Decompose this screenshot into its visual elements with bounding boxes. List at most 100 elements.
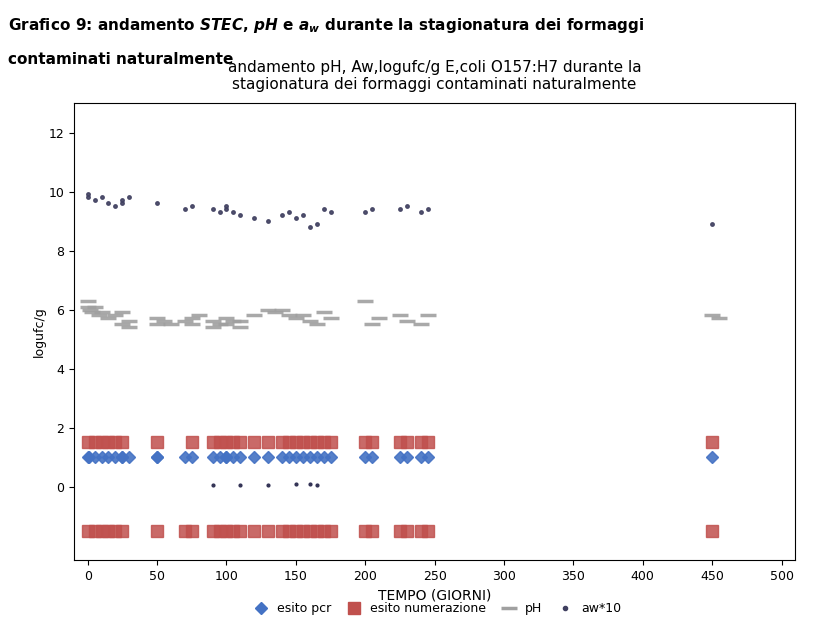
pH <box>152 321 162 328</box>
esito numerazione <box>706 439 716 446</box>
X-axis label: TEMPO (GIORNI): TEMPO (GIORNI) <box>378 589 491 603</box>
aw*10 <box>283 208 293 216</box>
aw*10 <box>235 211 245 219</box>
pH <box>97 308 106 316</box>
pH <box>85 306 95 314</box>
esito pcr <box>283 453 293 461</box>
esito pcr <box>311 453 321 461</box>
pH <box>93 312 103 319</box>
pH <box>179 317 189 325</box>
pH <box>319 308 328 316</box>
pH <box>235 323 245 331</box>
pH <box>111 312 120 319</box>
aw*10 <box>83 194 93 202</box>
pH <box>117 321 127 328</box>
aw*10 <box>117 196 127 204</box>
aw*10 <box>706 220 716 228</box>
esito numerazione <box>207 439 217 446</box>
esito numerazione <box>152 439 162 446</box>
esito pcr <box>319 453 328 461</box>
pH <box>83 297 93 305</box>
esito numerazione <box>97 439 106 446</box>
esito numerazione <box>277 439 287 446</box>
esito pcr <box>89 453 99 461</box>
pH <box>269 308 279 316</box>
pH <box>360 297 369 305</box>
aw*10 <box>229 208 238 216</box>
Line: pH: pH <box>79 292 726 336</box>
aw*10 <box>325 208 335 216</box>
aw*10 <box>221 202 231 210</box>
esito pcr <box>291 453 301 461</box>
esito pcr <box>117 453 127 461</box>
pH <box>124 323 134 331</box>
esito pcr <box>325 453 335 461</box>
esito numerazione <box>249 439 259 446</box>
Line: esito numerazione: esito numerazione <box>81 436 717 448</box>
esito pcr <box>297 453 307 461</box>
esito numerazione <box>325 439 335 446</box>
pH <box>395 312 405 319</box>
aw*10 <box>117 200 127 207</box>
esito pcr <box>277 453 287 461</box>
pH <box>423 312 432 319</box>
pH <box>249 312 259 319</box>
esito pcr <box>152 453 162 461</box>
pH <box>401 317 411 325</box>
aw*10 <box>415 208 425 216</box>
esito numerazione <box>111 439 120 446</box>
esito pcr <box>97 453 106 461</box>
pH <box>165 321 175 328</box>
esito pcr <box>215 453 224 461</box>
esito pcr <box>415 453 425 461</box>
aw*10 <box>111 202 120 210</box>
Line: esito pcr: esito pcr <box>84 453 716 461</box>
aw*10 <box>187 202 197 210</box>
aw*10 <box>215 208 224 216</box>
aw*10 <box>83 191 93 198</box>
esito pcr <box>111 453 120 461</box>
esito pcr <box>207 453 217 461</box>
esito pcr <box>117 453 127 461</box>
pH <box>117 308 127 316</box>
esito numerazione <box>401 439 411 446</box>
aw*10 <box>249 214 259 222</box>
aw*10 <box>221 205 231 213</box>
Y-axis label: logufc/g: logufc/g <box>33 307 45 357</box>
aw*10 <box>263 217 273 225</box>
esito numerazione <box>283 439 293 446</box>
esito pcr <box>83 453 93 461</box>
pH <box>305 317 314 325</box>
Text: contaminati naturalmente: contaminati naturalmente <box>8 52 233 66</box>
pH <box>89 303 99 310</box>
pH <box>207 317 217 325</box>
esito pcr <box>84 453 94 461</box>
pH <box>124 317 134 325</box>
aw*10 <box>423 205 432 213</box>
esito numerazione <box>311 439 321 446</box>
pH <box>187 321 197 328</box>
pH <box>103 314 113 322</box>
esito numerazione <box>395 439 405 446</box>
pH <box>83 303 93 310</box>
aw*10 <box>367 205 377 213</box>
esito numerazione <box>83 439 93 446</box>
esito pcr <box>179 453 189 461</box>
aw*10 <box>152 200 162 207</box>
esito pcr <box>360 453 369 461</box>
esito numerazione <box>89 439 99 446</box>
aw*10 <box>179 205 189 213</box>
esito pcr <box>187 453 197 461</box>
pH <box>291 314 301 322</box>
esito numerazione <box>319 439 328 446</box>
aw*10 <box>291 214 301 222</box>
esito pcr <box>706 453 716 461</box>
pH <box>152 314 162 322</box>
aw*10 <box>297 211 307 219</box>
aw*10 <box>360 208 369 216</box>
esito pcr <box>124 453 134 461</box>
esito numerazione <box>187 439 197 446</box>
pH <box>713 314 723 322</box>
pH <box>325 314 335 322</box>
esito pcr <box>305 453 314 461</box>
